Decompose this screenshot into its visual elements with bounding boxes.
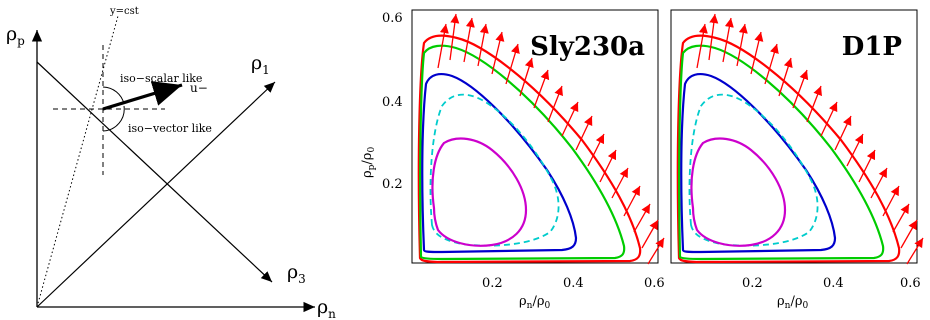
x-tick-label: 0.2: [482, 276, 503, 291]
series-curve: [680, 73, 837, 254]
gradient-arrow: [722, 17, 734, 63]
rho-3-label: ρ3: [287, 261, 306, 286]
series-curve: [431, 137, 528, 247]
x-tick-label: 0.4: [823, 276, 844, 291]
gradient-arrow: [708, 13, 719, 61]
series-curve: [688, 93, 819, 247]
isoscalar-arc: [102, 86, 125, 105]
y-tick-label: 0.4: [382, 95, 403, 110]
gradient-arrow: [846, 133, 864, 167]
gradient-arrow: [505, 43, 520, 85]
gradient-arrow: [792, 69, 809, 109]
y-tick-label: 0.6: [382, 11, 403, 26]
rho-n-label: ρn: [317, 296, 336, 320]
gradient-arrow: [547, 85, 563, 123]
chart-sly230a: Sly230a 0.6 0.4 0.2 0.2 0.4 0.6 ρn/ρ0 ρp…: [360, 9, 665, 311]
x-tick-label: 0.6: [900, 276, 921, 291]
gradient-arrow: [806, 85, 822, 123]
gradient-arrow: [696, 23, 708, 69]
rho-diagram: ρp ρn ρ1 ρ3 y=cst iso−scalar like iso−ve…: [6, 6, 336, 320]
series-curve: [421, 73, 578, 254]
rho-3-axis: [36, 61, 273, 283]
gradient-arrow: [820, 101, 838, 137]
gradient-arrow: [599, 149, 617, 183]
gradient-arrow: [647, 237, 665, 265]
x-tick-label: 0.2: [742, 276, 763, 291]
gradient-arrow: [477, 23, 489, 67]
gradient-arrow: [491, 31, 505, 75]
gradient-arrow: [575, 115, 593, 151]
chart-title: Sly230a: [530, 32, 645, 62]
y-cst-line: [36, 15, 119, 308]
gradient-arrow: [437, 23, 449, 69]
gradient-arrow: [519, 57, 534, 97]
x-axis-label: ρn/ρ0: [777, 294, 808, 311]
plot-frame: [670, 9, 918, 264]
chart-title: D1P: [842, 32, 902, 62]
gradient-arrow: [463, 17, 475, 63]
series-curve: [676, 34, 901, 264]
y-axis-label: ρp/ρ0: [360, 147, 377, 178]
gradient-arrow: [533, 69, 550, 109]
u-vector: [102, 81, 183, 111]
u-minus-label: u−: [190, 81, 208, 95]
y-tick-label: 0.2: [382, 177, 403, 192]
gradient-arrow: [764, 43, 779, 85]
gradient-arrow: [641, 219, 659, 249]
gradient-arrow: [633, 203, 651, 233]
series-curve: [417, 34, 642, 264]
gradient-arrow: [449, 13, 460, 61]
gradient-arrow: [858, 149, 876, 183]
gradient-arrow: [834, 115, 852, 151]
gradient-arrow: [778, 57, 793, 97]
gradient-arrow: [870, 167, 888, 199]
rho-p-label: ρp: [6, 23, 25, 48]
chart-d1p: D1P 0.2 0.4 0.6 ρn/ρ0: [670, 9, 924, 311]
series-curve: [429, 93, 560, 247]
gradient-arrow: [882, 185, 900, 217]
rho-1-label: ρ1: [251, 52, 270, 77]
x-tick-label: 0.6: [644, 276, 665, 291]
gradient-arrow: [587, 133, 605, 167]
rho-1-axis: [36, 81, 276, 308]
isoscalar-label: iso−scalar like: [120, 72, 202, 85]
gradient-arrow: [561, 101, 579, 137]
series-curve: [690, 137, 787, 247]
plot-frame: [411, 9, 659, 264]
series-curve: [419, 44, 626, 261]
series-curve: [678, 44, 885, 261]
x-tick-label: 0.4: [563, 276, 584, 291]
y-cst-label: y=cst: [109, 6, 139, 17]
gradient-arrow: [623, 185, 641, 217]
x-axis-label: ρn/ρ0: [519, 294, 550, 311]
isovector-label: iso−vector like: [128, 122, 212, 135]
gradient-arrow: [900, 219, 918, 249]
gradient-arrow: [906, 237, 924, 265]
gradient-arrow: [750, 31, 764, 75]
gradient-arrow: [736, 23, 748, 67]
gradient-arrow: [611, 167, 629, 199]
gradient-arrow: [892, 203, 910, 233]
isovector-arc: [102, 105, 125, 132]
